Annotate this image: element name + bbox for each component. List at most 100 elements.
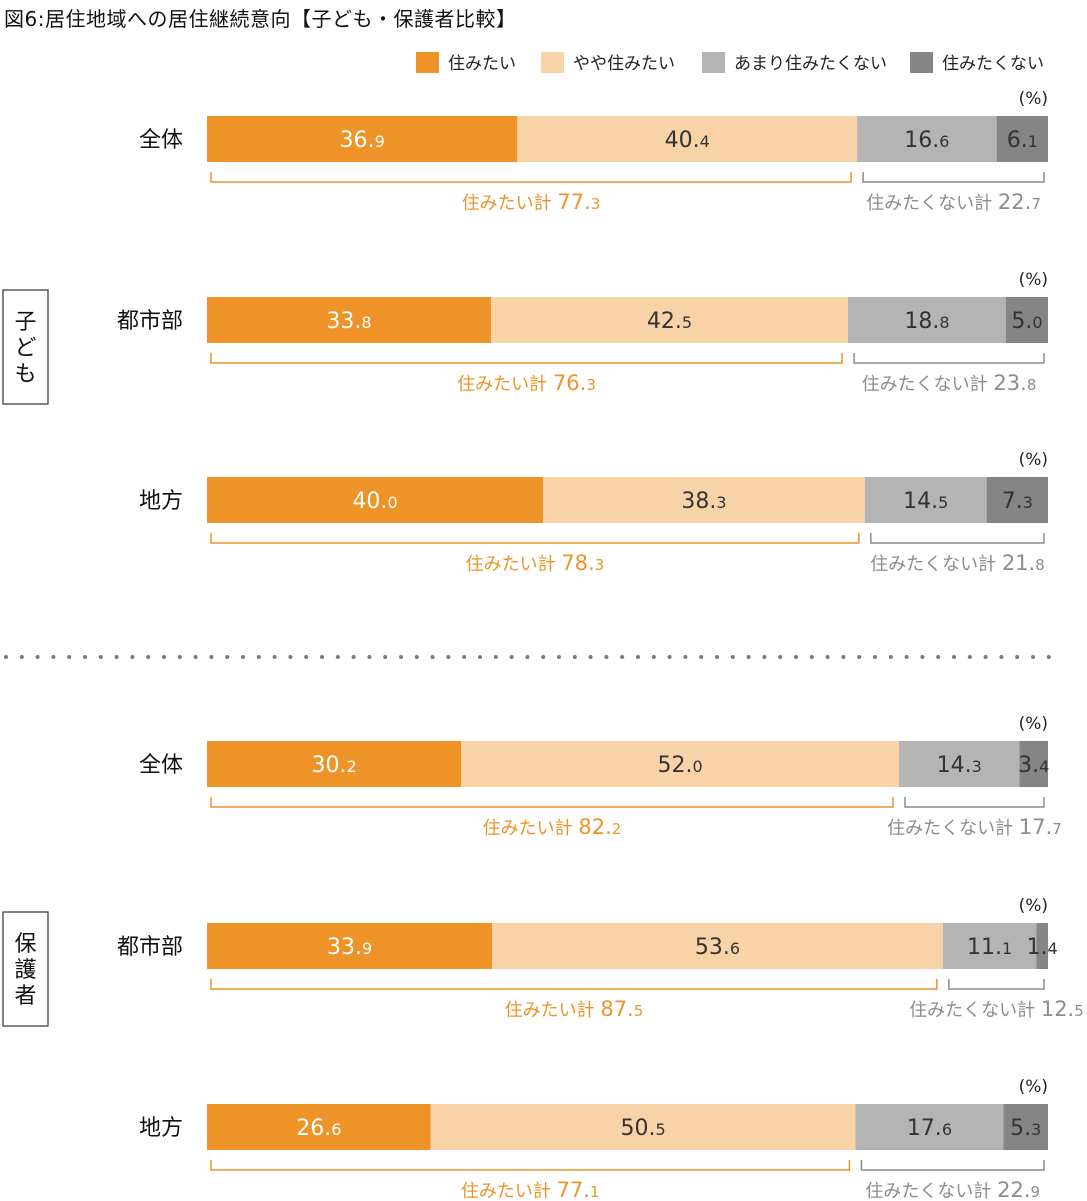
row-label: 全体 (139, 128, 183, 153)
total-not-bracket (853, 353, 1045, 364)
bar-segment (1003, 1104, 1048, 1150)
separator-dot (651, 655, 656, 659)
separator-dot (399, 655, 403, 659)
bar-segment (207, 297, 491, 343)
separator-dot (509, 655, 514, 659)
separator-dot (667, 655, 672, 659)
bar-segment (492, 923, 943, 969)
separator-dot (1046, 655, 1051, 659)
separator-dot (904, 655, 909, 659)
total-not-label: 住みたくない計 23.8 (862, 371, 1037, 395)
bar-segment (942, 923, 1037, 969)
separator-dot (525, 655, 530, 659)
bar-segment (543, 477, 865, 523)
segment-value-label: 1.4 (1027, 935, 1058, 960)
separator-dot (383, 655, 388, 659)
bar-segment (898, 741, 1020, 787)
bar-segment (430, 1104, 856, 1150)
separator-dot (572, 655, 577, 659)
separator-dot (588, 655, 593, 659)
unit-label: (%) (1019, 270, 1048, 290)
separator-dot (446, 655, 451, 659)
total-not-label: 住みたくない計 22.7 (866, 190, 1041, 214)
bar-segment (1019, 741, 1048, 787)
segment-value-label: 17.6 (907, 1116, 952, 1141)
total-not-bracket (870, 533, 1045, 544)
segment-value-label: 14.3 (937, 753, 982, 778)
separator-dot (888, 655, 893, 659)
separator-dot (462, 655, 467, 659)
separator-dot (715, 655, 719, 659)
separator-dot (146, 655, 151, 659)
segment-value-label: 30.2 (312, 753, 357, 778)
separator-dot (541, 655, 546, 659)
total-want-label: 住みたい計 77.1 (461, 1178, 600, 1201)
total-want-bracket (210, 797, 894, 808)
segment-value-label: 7.3 (1002, 489, 1033, 514)
segment-value-label: 6.1 (1007, 128, 1038, 153)
total-want-bracket (210, 1160, 851, 1171)
total-not-label: 住みたくない計 22.9 (865, 1178, 1040, 1201)
separator-dot (209, 655, 214, 659)
segment-value-label: 52.0 (658, 753, 703, 778)
separator-dot (288, 655, 293, 659)
total-not-label: 住みたくない計 17.7 (887, 815, 1062, 839)
separator-dot (98, 655, 103, 659)
separator-dot (620, 655, 625, 659)
legend-swatch (416, 52, 439, 73)
total-want-label: 住みたい計 87.5 (505, 997, 644, 1021)
separator-dot (83, 655, 87, 659)
separator-dot (857, 655, 862, 659)
separator-dot (809, 655, 814, 659)
separator-dot (114, 655, 119, 659)
segment-value-label: 53.6 (695, 935, 740, 960)
separator-dot (272, 655, 277, 659)
separator-dot (320, 655, 324, 659)
segment-value-label: 40.4 (665, 128, 710, 153)
total-not-bracket (862, 172, 1045, 183)
total-want-bracket (210, 172, 852, 183)
legend-label: 住みたくない (942, 54, 1044, 74)
bar-segment (1036, 923, 1048, 969)
group-label: 保護者 (14, 932, 36, 1009)
bar-segment (864, 477, 987, 523)
segment-value-label: 40.0 (352, 489, 397, 514)
bar-segment (857, 116, 997, 162)
legend-swatch (702, 52, 725, 73)
separator-dot (983, 655, 988, 659)
total-want-label: 住みたい計 82.2 (483, 815, 622, 839)
segment-value-label: 38.3 (681, 489, 726, 514)
separator-dot (414, 655, 419, 659)
separator-dot (1015, 655, 1020, 659)
row-label: 都市部 (117, 309, 183, 334)
bar-segment (461, 741, 899, 787)
bar-segment (207, 116, 518, 162)
separator-dot (335, 655, 340, 659)
bar-segment (1005, 297, 1048, 343)
total-not-label: 住みたくない計 12.5 (909, 997, 1084, 1021)
separator-dot (746, 655, 751, 659)
total-want-label: 住みたい計 77.3 (462, 190, 601, 214)
bar-segment (848, 297, 1006, 343)
separator-dot (478, 655, 482, 659)
total-not-bracket (860, 1160, 1045, 1171)
separator-dot (51, 655, 56, 659)
separator-dot (177, 655, 182, 659)
row-label: 地方 (139, 489, 183, 514)
separator-dot (825, 655, 830, 659)
separator-dot (683, 655, 688, 659)
group-label-box (2, 911, 49, 1027)
bar-segment (986, 477, 1048, 523)
bar-segment (207, 477, 544, 523)
segment-value-label: 5.3 (1010, 1116, 1041, 1141)
legend-swatch (541, 52, 564, 73)
segment-value-label: 11.1 (967, 935, 1012, 960)
separator-dot (699, 655, 704, 659)
segment-value-label: 50.5 (620, 1116, 665, 1141)
separator-dot (557, 655, 561, 659)
separator-dot (430, 655, 435, 659)
separator-dot (493, 655, 498, 659)
unit-label: (%) (1019, 1077, 1048, 1097)
bar-segment (996, 116, 1048, 162)
